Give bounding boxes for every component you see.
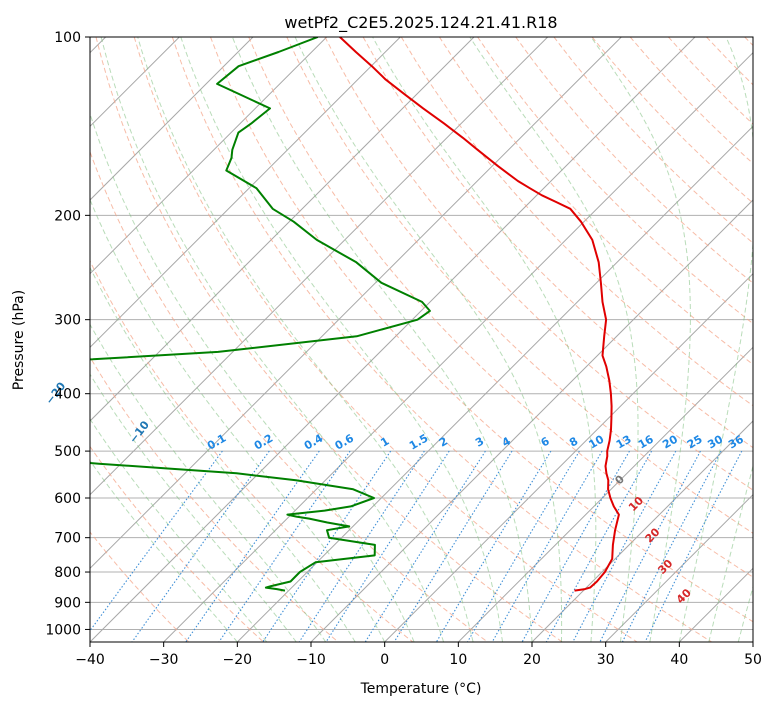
isotherm-line: [90, 37, 254, 201]
mixing-ratio-line: [621, 450, 722, 642]
moist-adiabat-line: [90, 198, 386, 642]
moist-adiabat-line: [90, 373, 297, 642]
dry-adiabat-line: [171, 37, 712, 642]
dewpoint-line: [90, 37, 431, 592]
x-tick-label: 20: [523, 652, 541, 668]
moist-adiabat-line: [737, 585, 753, 642]
y-tick-label: 500: [54, 444, 81, 460]
y-tick-label: 900: [54, 595, 81, 611]
x-axis-ticks: −40 −30 −20 −10 0 10 20 30 40 50: [75, 642, 762, 668]
dry-adiabat-line: [210, 37, 753, 623]
isotherm-line: [163, 51, 753, 642]
mixing-ratio-line: [298, 450, 425, 642]
y-tick-label: 100: [54, 30, 81, 46]
moist-adiabat-line: [90, 323, 327, 642]
y-axis-ticks: 100 200 300 400 500 600 700 800 900 1000: [45, 30, 90, 638]
x-tick-label: 50: [744, 652, 762, 668]
moist-adiabat-line: [678, 37, 753, 642]
dry-adiabat-line: [248, 37, 753, 578]
moist-adiabat-line: [100, 37, 445, 642]
isotherm-line: [752, 641, 753, 642]
dry-adiabat-line: [438, 37, 753, 366]
x-tick-label: 10: [449, 652, 467, 668]
moist-adiabat-line: [469, 37, 639, 642]
mixing-ratio-line: [545, 450, 653, 642]
mixing-ratio-line: [364, 450, 486, 642]
mixing-ratio-line: [131, 450, 270, 642]
dry-adiabat-line: [324, 37, 753, 491]
dry-adiabat-line: [286, 37, 753, 534]
x-tick-label: 40: [670, 652, 688, 668]
moist-adiabat-line: [590, 37, 691, 642]
temperature-line: [339, 37, 620, 592]
dry-adiabat-line: [95, 37, 563, 642]
moist-adiabat-line: [372, 37, 597, 642]
mixing-ratio-line: [467, 450, 580, 642]
mixing-ratio-line: [185, 450, 320, 642]
chart-title: wetPf2_C2E5.2025.124.21.41.R18: [284, 13, 557, 33]
moist-adiabat-line: [180, 37, 503, 642]
dry-adiabat-line: [90, 259, 414, 642]
isotherm-line: [90, 37, 328, 275]
dry-adiabat-line: [90, 531, 190, 642]
isotherm-line: [90, 37, 622, 570]
dry-adiabat-line: [90, 445, 264, 642]
dry-adiabat-line: [477, 37, 753, 325]
dry-adiabat-line: [90, 150, 488, 642]
dry-adiabat-line: [133, 37, 638, 642]
dry-adiabat-line: [362, 37, 753, 449]
x-tick-label: −20: [223, 652, 253, 668]
x-tick-label: −40: [75, 652, 105, 668]
moist-adiabat-line: [294, 37, 563, 642]
y-tick-label: 400: [54, 387, 81, 403]
y-tick-label: 800: [54, 565, 81, 581]
isotherm-line: [236, 125, 753, 642]
mixing-ratio-line: [599, 450, 701, 642]
mixing-ratio-line: [90, 450, 223, 632]
isotherm-line: [531, 420, 753, 642]
plot-background: [90, 37, 753, 642]
background-lines: [90, 37, 753, 642]
isotherm-line: [384, 272, 753, 642]
isotherm-line: [90, 37, 401, 349]
isotherm-line: [457, 346, 753, 642]
x-tick-label: 30: [597, 652, 615, 668]
y-axis-label: Pressure (hPa): [11, 290, 27, 390]
moist-adiabat-line: [90, 266, 356, 642]
moist-adiabat-line: [137, 37, 474, 642]
moist-adiabat-line: [90, 418, 268, 642]
isotherm-line: [605, 493, 753, 642]
series-layer: [90, 37, 620, 592]
dry-adiabat-line: [515, 37, 753, 284]
y-tick-label: 700: [54, 531, 81, 547]
mixing-ratio-line: [393, 450, 513, 642]
mixing-ratio-line: [521, 450, 630, 642]
y-tick-label: 600: [54, 491, 81, 507]
mixing-ratio-line: [491, 450, 603, 642]
mixing-ratio-line: [644, 450, 743, 642]
plot-frame: [89, 36, 754, 643]
mixing-ratio-line: [572, 450, 677, 642]
x-tick-label: −10: [296, 652, 326, 668]
isotherm-line: [90, 37, 549, 496]
isotherm-line: [90, 37, 475, 422]
moist-adiabat-line: [231, 37, 533, 642]
y-tick-label: 1000: [45, 622, 81, 638]
y-tick-label: 300: [54, 313, 81, 329]
x-tick-label: 0: [380, 652, 389, 668]
moist-adiabat-line: [90, 459, 238, 642]
moist-adiabat-line: [708, 464, 753, 642]
x-tick-label: −30: [149, 652, 179, 668]
x-axis-label: Temperature (°C): [360, 681, 482, 697]
y-tick-label: 200: [54, 208, 81, 224]
isotherm-line: [90, 37, 696, 642]
mixing-ratio-line: [218, 450, 351, 642]
